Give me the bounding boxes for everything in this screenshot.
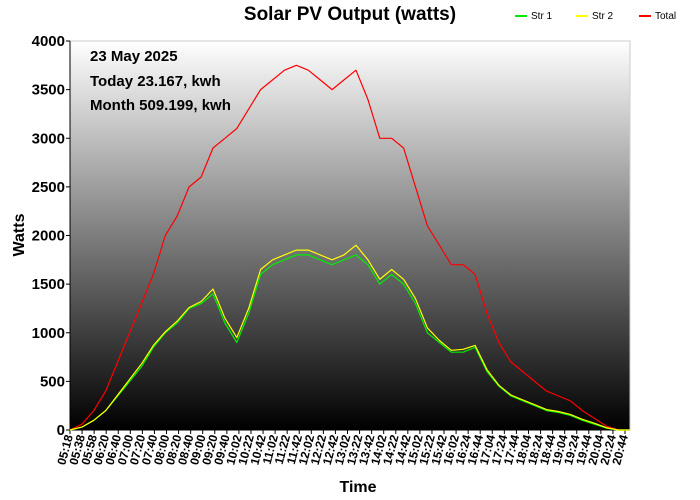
x-axis: 05:1805:3805:5806:2006:4007:0007:2007:40…	[54, 429, 631, 466]
y-tick-label: 1000	[32, 325, 65, 342]
y-tick-label: 500	[40, 373, 65, 390]
series-line-str-2	[69, 244, 630, 431]
annotation-month: Month 509.199, kwh	[90, 97, 231, 114]
y-tick-label: 3000	[32, 130, 65, 147]
plot-area	[69, 40, 631, 431]
y-axis-label: Watts	[11, 213, 28, 256]
annotations: 23 May 2025 Today 23.167, kwh Month 509.…	[90, 48, 231, 114]
y-tick-label: 2000	[32, 228, 65, 245]
annotation-today: Today 23.167, kwh	[90, 73, 221, 90]
y-axis: 0 500 1000 1500 2000 2500 3000 3500 4000	[32, 33, 71, 439]
series-lines	[69, 64, 630, 431]
y-tick-label: 3500	[32, 82, 65, 99]
legend: Str 1 Str 2 Total	[515, 11, 676, 22]
y-tick-label: 1500	[32, 276, 65, 293]
series-line-str-1	[69, 254, 630, 431]
legend-label: Str 1	[531, 11, 553, 22]
annotation-date: 23 May 2025	[90, 48, 178, 65]
legend-label: Total	[655, 11, 676, 22]
y-tick-label: 4000	[32, 33, 65, 50]
y-tick-label: 0	[57, 422, 65, 439]
legend-label: Str 2	[592, 11, 614, 22]
y-tick-label: 2500	[32, 179, 65, 196]
series-line-total	[69, 64, 630, 431]
chart-title: Solar PV Output (watts)	[244, 4, 456, 25]
x-axis-label: Time	[339, 479, 376, 496]
